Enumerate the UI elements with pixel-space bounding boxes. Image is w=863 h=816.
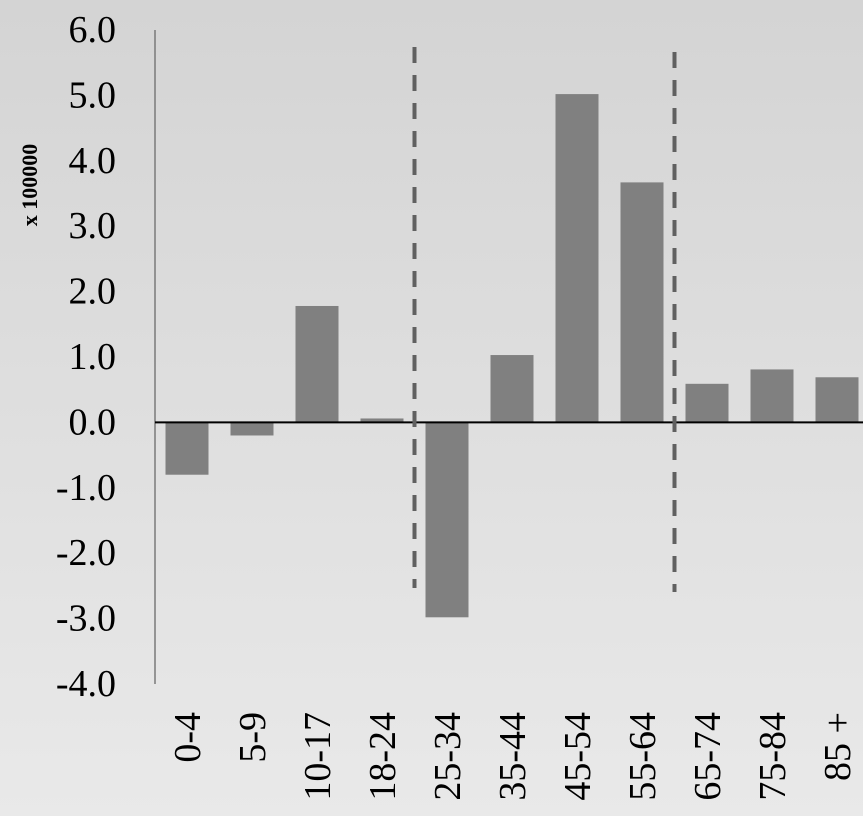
- bar-0-4: [165, 422, 209, 475]
- y-axis-label: x 100000: [17, 144, 42, 227]
- y-tick-label: 5.0: [69, 74, 117, 116]
- x-tick-label: 5-9: [232, 712, 274, 763]
- bar-85plus: [815, 377, 859, 423]
- bar-25-34: [425, 422, 469, 618]
- x-tick-label: 35-44: [492, 712, 534, 801]
- bar-5-9: [230, 422, 274, 436]
- bar-45-54: [555, 94, 599, 423]
- bar-55-64: [620, 182, 664, 423]
- x-tick-label: 85 +: [817, 712, 859, 781]
- bars: [165, 94, 859, 618]
- x-tick-label: 45-54: [557, 712, 599, 801]
- x-tick-label: 0-4: [167, 712, 209, 763]
- y-tick-label: -3.0: [56, 598, 116, 640]
- bar-35-44: [490, 355, 534, 423]
- y-axis-ticks: 6.0 5.0 4.0 3.0 2.0 1.0 0.0 -1.0 -2.0 -3.0 -4.0: [56, 9, 116, 705]
- x-tick-label: 75-84: [752, 712, 794, 801]
- y-tick-label: 1.0: [69, 336, 117, 378]
- y-tick-label: 6.0: [69, 9, 117, 51]
- x-tick-label: 65-74: [687, 712, 729, 801]
- bar-75-84: [750, 369, 794, 423]
- x-tick-label: 25-34: [427, 712, 469, 801]
- bar-18-24: [360, 418, 404, 423]
- x-tick-label: 10-17: [297, 712, 339, 801]
- y-tick-label: -1.0: [56, 467, 116, 509]
- y-tick-label: -2.0: [56, 532, 116, 574]
- bar-10-17: [295, 305, 339, 423]
- x-tick-label: 18-24: [362, 712, 404, 801]
- x-axis-ticks: 0-4 5-9 10-17 18-24 25-34 35-44 45-54 55-64 65-7…: [167, 712, 859, 801]
- y-tick-label: 3.0: [69, 205, 117, 247]
- y-tick-label: -4.0: [56, 663, 116, 705]
- bar-65-74: [685, 383, 729, 423]
- period-dividers: [412, 47, 677, 592]
- y-tick-label: 0.0: [69, 401, 117, 443]
- y-tick-label: 4.0: [69, 140, 117, 182]
- x-tick-label: 55-64: [622, 712, 664, 801]
- y-tick-label: 2.0: [69, 271, 117, 313]
